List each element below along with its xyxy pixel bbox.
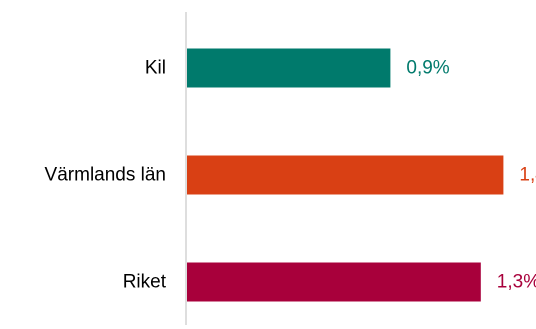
value-label: 1,3% <box>497 272 536 293</box>
value-label: 0,9% <box>406 58 449 79</box>
category-label: Kil <box>145 58 166 79</box>
bar <box>187 155 504 195</box>
category-label: Värmlands län <box>45 165 166 186</box>
category-label: Riket <box>123 272 167 293</box>
bars-layer: Kil 0,9% Värmlands län 1,4% Riket 1,3% <box>45 48 536 302</box>
bar <box>187 262 481 302</box>
value-label: 1,4% <box>519 165 536 186</box>
bar <box>187 48 391 88</box>
